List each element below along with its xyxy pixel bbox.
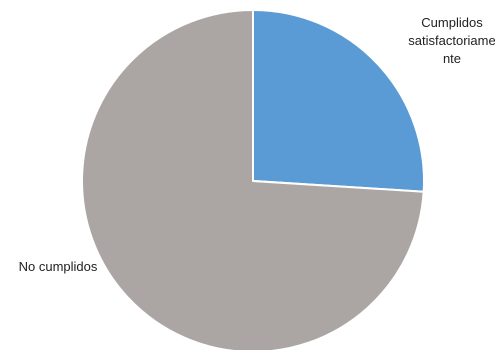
pie-label-1: Cumplidos satisfactoriame nte [408, 15, 495, 66]
pie-label-line: satisfactoriame [408, 33, 495, 48]
pie-label-line: Cumplidos [421, 15, 483, 30]
pie-label-line: nte [443, 51, 461, 66]
pie-label-line: No cumplidos [19, 259, 98, 274]
pie-slice-2 [81, 9, 425, 350]
pie-labels: Cumplidos satisfactoriame nte No cumplidos [19, 15, 495, 274]
pie-label-2: No cumplidos [19, 259, 98, 274]
pie-slice-1 [252, 9, 425, 193]
pie-slices [81, 9, 425, 350]
